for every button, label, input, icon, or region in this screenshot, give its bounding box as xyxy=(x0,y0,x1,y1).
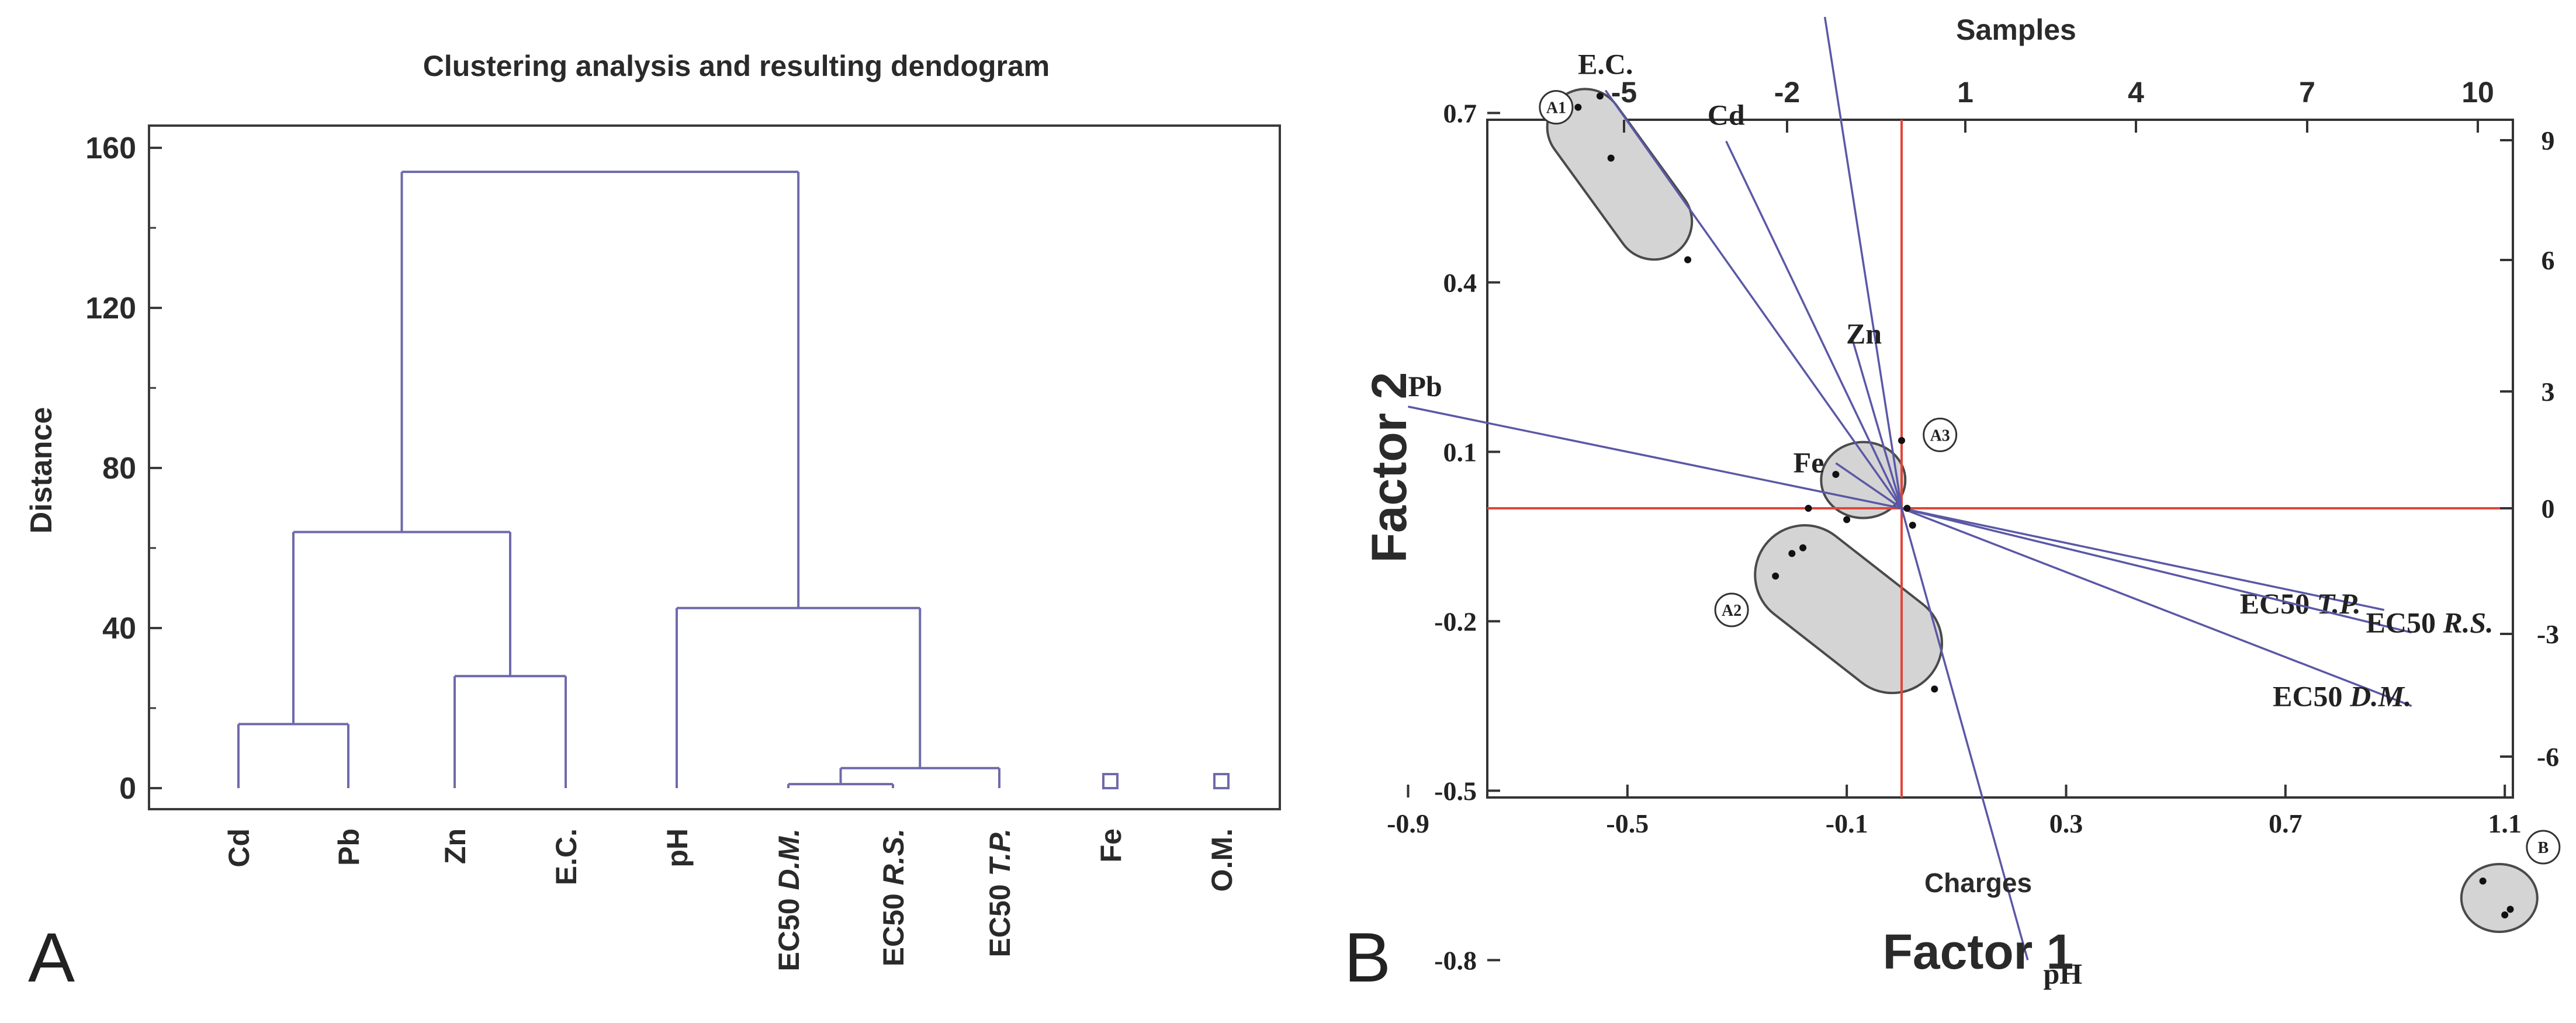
group-tag-label: A3 xyxy=(1930,426,1950,445)
leaf-label: EC50 D.M. xyxy=(773,828,805,972)
sample-point xyxy=(1574,103,1582,111)
x-tick-label: 1.1 xyxy=(2488,809,2522,838)
loading-vector xyxy=(1725,140,1903,509)
group-tag-label: A2 xyxy=(1722,602,1741,620)
top-tick-label: 1 xyxy=(1957,76,1973,109)
group-a3-ellipse xyxy=(1820,441,1907,519)
top-tick-label: 7 xyxy=(2299,76,2315,109)
y-tick-label: -0.5 xyxy=(1434,776,1477,806)
sample-point xyxy=(1903,505,1911,512)
sample-point xyxy=(2501,911,2509,918)
vector-label: Pb xyxy=(1408,370,1442,403)
sample-point xyxy=(1931,685,1938,693)
loading-vector xyxy=(1901,507,2412,634)
leaf-label: EC50 R.S. xyxy=(877,828,910,966)
y-tick-label: 0.1 xyxy=(1443,437,1477,467)
group-tag-circle xyxy=(1714,592,1749,627)
vector-label: Cd xyxy=(1708,99,1745,131)
top-tick-label: 10 xyxy=(2461,76,2494,109)
right-tick-label: -6 xyxy=(2537,742,2559,772)
vector-label: Fe xyxy=(1793,446,1824,479)
y-axis-label: Distance xyxy=(25,407,58,534)
right-tick-label: 6 xyxy=(2542,245,2555,275)
sample-point xyxy=(1799,544,1807,552)
vector-label: E.C. xyxy=(1578,48,1633,81)
dendrogram-chart: Clustering analysis and resulting dendog… xyxy=(25,50,1281,997)
leaf-label: Pb xyxy=(333,828,365,866)
leaf-label: E.C. xyxy=(550,828,583,885)
loading-vector xyxy=(1408,405,1902,509)
sample-point xyxy=(1596,92,1604,100)
loading-vector xyxy=(1901,507,2412,707)
y-tick-label: -0.8 xyxy=(1434,945,1477,975)
y-tick-label: 160 xyxy=(85,131,136,165)
y-tick-label: 0.7 xyxy=(1443,98,1477,128)
x-tick-label: -0.1 xyxy=(1826,809,1868,838)
leaf-label: Fe xyxy=(1095,828,1127,862)
panel-label-a: A xyxy=(28,918,75,997)
x-axis-title: Factor 1 xyxy=(1883,924,2074,979)
group-tag-circle xyxy=(2526,830,2561,865)
right-tick-label: -3 xyxy=(2537,619,2559,649)
vector-label: EC50 T.P. xyxy=(2240,587,2361,620)
sample-point xyxy=(1898,437,1905,444)
y-tick-label: 80 xyxy=(102,452,136,486)
top-axis-title: Samples xyxy=(1956,13,2076,46)
sample-point xyxy=(2506,906,2514,913)
panel-label-b: B xyxy=(1344,918,1391,997)
x-tick-label: -0.5 xyxy=(1606,809,1649,838)
group-tag-circle xyxy=(1539,90,1574,125)
singleton-marker xyxy=(1102,773,1119,789)
x-tick-label: 0.7 xyxy=(2269,809,2303,838)
sample-point xyxy=(1832,471,1840,478)
top-tick-label: -5 xyxy=(1611,76,1637,109)
chart-b-frame xyxy=(1486,119,2514,799)
loading-vector xyxy=(1835,462,1902,509)
sample-point xyxy=(1684,256,1692,263)
loading-vector xyxy=(1901,507,2385,611)
group-tag-label: B xyxy=(2538,839,2549,857)
sample-point xyxy=(2479,878,2487,885)
top-tick-label: -2 xyxy=(1774,76,1800,109)
loading-vector xyxy=(1823,16,1903,509)
leaf-label: Cd xyxy=(223,828,255,868)
sample-point xyxy=(1772,573,1779,580)
chart-a-title: Clustering analysis and resulting dendog… xyxy=(423,50,1050,82)
group-a2-ellipse xyxy=(1754,524,1943,695)
vector-label: pH xyxy=(2043,957,2082,990)
sample-point xyxy=(1788,550,1796,557)
sample-point xyxy=(1607,154,1615,162)
loading-vector xyxy=(1604,89,1903,509)
y-tick-label: -0.2 xyxy=(1434,606,1477,636)
right-tick-label: 0 xyxy=(2542,494,2555,523)
loading-vector xyxy=(1900,508,2029,960)
right-tick-label: 9 xyxy=(2542,126,2555,155)
group-b-ellipse xyxy=(2460,863,2539,933)
y-tick-label: 0 xyxy=(119,772,136,806)
x-tick-label: 0.3 xyxy=(2049,809,2083,838)
sample-point xyxy=(1909,522,1916,529)
right-tick-label: 3 xyxy=(2542,377,2555,407)
vector-label: EC50 R.S. xyxy=(2366,606,2494,639)
leaf-label: pH xyxy=(661,828,694,868)
top-tick-label: 4 xyxy=(2128,76,2144,109)
leaf-label: EC50 T.P. xyxy=(984,828,1016,958)
leaf-label: O.M. xyxy=(1206,828,1238,892)
y-axis-title: Factor 2 xyxy=(1362,372,1417,563)
vector-label: Zn xyxy=(1846,317,1882,350)
x-axis-small-label: Charges xyxy=(1924,868,2032,898)
x-tick-label: -0.9 xyxy=(1387,809,1429,838)
group-tag-circle xyxy=(1923,417,1958,452)
sample-point xyxy=(1843,516,1851,523)
y-tick-label: 120 xyxy=(85,292,136,325)
vector-label: EC50 D.M. xyxy=(2273,679,2412,712)
singleton-marker xyxy=(1213,773,1230,789)
sample-point xyxy=(1805,505,1812,512)
leaf-label: Zn xyxy=(439,828,472,864)
group-tag-label: A1 xyxy=(1546,99,1566,117)
y-tick-label: 0.4 xyxy=(1443,268,1477,297)
loading-vector xyxy=(1851,338,1903,509)
y-tick-label: 40 xyxy=(102,612,136,646)
